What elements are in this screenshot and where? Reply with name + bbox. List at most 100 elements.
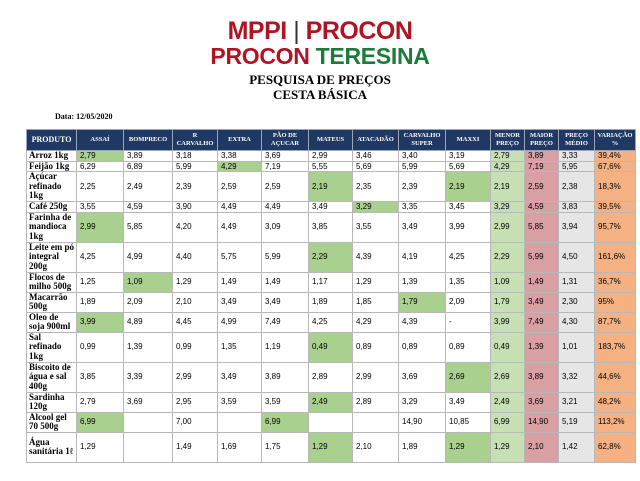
column-header: MENOR PREÇO bbox=[490, 129, 525, 151]
table-row: Açúcar refinado 1kg 2,25 2,49 2,39 2,59 2,59 2… bbox=[26, 171, 636, 202]
price-cell: 2,39 bbox=[398, 171, 446, 202]
price-cell: 0,89 bbox=[352, 331, 399, 363]
price-cell: 5,99 bbox=[398, 160, 446, 172]
price-cell: 2,95 bbox=[172, 391, 218, 413]
price-cell: 1,89 bbox=[308, 291, 353, 313]
price-cell: 3,49 bbox=[217, 291, 262, 313]
logo-procon-teresina: PROCON TERESINA bbox=[0, 44, 640, 68]
price-cell: 1,49 bbox=[524, 271, 559, 293]
table-row: Sal refinado 1kg 0,99 1,39 0,99 1,35 1,19 0,49… bbox=[26, 331, 636, 363]
price-cell: 1,17 bbox=[308, 271, 353, 293]
price-cell: 3,55 bbox=[76, 201, 124, 213]
price-cell: 2,19 bbox=[490, 171, 525, 202]
price-cell: 1,49 bbox=[217, 271, 262, 293]
product-name: Água sanitária 1ℓ bbox=[26, 431, 77, 463]
product-name: Biscoito de água e sal 400g bbox=[26, 361, 77, 393]
price-cell: 4,29 bbox=[490, 160, 525, 172]
price-cell: 3,49 bbox=[308, 201, 353, 213]
price-cell: 4,45 bbox=[172, 311, 218, 333]
price-cell: 1,79 bbox=[490, 291, 525, 313]
price-cell: 2,10 bbox=[172, 291, 218, 313]
product-name: Flocos de milho 500g bbox=[26, 271, 77, 293]
price-cell: 48,2% bbox=[594, 391, 636, 413]
price-cell: 5,85 bbox=[524, 211, 559, 243]
price-cell: 1,29 bbox=[76, 431, 124, 463]
price-cell: 1,85 bbox=[352, 291, 399, 313]
price-cell: 2,69 bbox=[490, 361, 525, 393]
price-cell: 6,29 bbox=[76, 160, 124, 172]
price-cell: 4,25 bbox=[76, 241, 124, 273]
price-cell: 4,50 bbox=[558, 241, 595, 273]
table-row: Feijão 1kg 6,29 6,89 5,99 4,29 7,19 5,55 5,69 5,… bbox=[26, 160, 636, 172]
price-cell: 3,90 bbox=[172, 201, 218, 213]
price-cell: 2,99 bbox=[172, 361, 218, 393]
price-cell: 7,49 bbox=[524, 311, 559, 333]
price-cell: 1,39 bbox=[524, 331, 559, 363]
price-cell: 2,69 bbox=[445, 361, 491, 393]
price-cell: 2,59 bbox=[261, 171, 309, 202]
price-cell: 1,69 bbox=[217, 431, 262, 463]
price-cell: 3,19 bbox=[445, 150, 491, 162]
price-cell: 1,49 bbox=[261, 271, 309, 293]
price-cell: 113,2% bbox=[594, 411, 636, 433]
price-cell: 1,09 bbox=[490, 271, 525, 293]
price-cell: 1,09 bbox=[123, 271, 173, 293]
price-cell: 7,49 bbox=[261, 311, 309, 333]
column-header: BOMPRECO bbox=[123, 129, 173, 151]
column-header: CARVALHO SUPER bbox=[398, 129, 446, 151]
price-cell: 2,59 bbox=[217, 171, 262, 202]
price-cell: 3,69 bbox=[123, 391, 173, 413]
column-header: MAIOR PREÇO bbox=[524, 129, 559, 151]
price-cell: 1,29 bbox=[352, 271, 399, 293]
price-cell: 10,85 bbox=[445, 411, 491, 433]
table-row: Água sanitária 1ℓ 1,29 1,49 1,69 1,75 1,29 2,1… bbox=[26, 431, 636, 463]
price-cell: 3,29 bbox=[352, 201, 399, 213]
price-cell: 0,99 bbox=[172, 331, 218, 363]
column-header: VARIAÇÃO % bbox=[594, 129, 636, 151]
price-cell: 14,90 bbox=[524, 411, 559, 433]
price-cell bbox=[352, 411, 399, 433]
price-cell: 1,39 bbox=[398, 271, 446, 293]
price-cell: 3,49 bbox=[398, 211, 446, 243]
price-cell: 5,99 bbox=[261, 241, 309, 273]
price-cell: 3,94 bbox=[558, 211, 595, 243]
price-cell: 4,49 bbox=[217, 211, 262, 243]
price-cell: 4,49 bbox=[217, 201, 262, 213]
price-cell: 2,19 bbox=[308, 171, 353, 202]
price-cell: 5,55 bbox=[308, 160, 353, 172]
column-header: MATEUS bbox=[308, 129, 353, 151]
price-cell: 3,89 bbox=[524, 150, 559, 162]
price-cell: 1,25 bbox=[76, 271, 124, 293]
price-cell: 4,89 bbox=[123, 311, 173, 333]
product-name: Farinha de mandioca 1kg bbox=[26, 211, 77, 243]
table-row: Leite em pó integral 200g 4,25 4,99 4,40 5,7… bbox=[26, 241, 636, 273]
table-row: Macarrão 500g 1,89 2,09 2,10 3,49 3,49 1,89 1,8… bbox=[26, 291, 636, 313]
column-header: EXTRA bbox=[217, 129, 262, 151]
price-cell: 2,25 bbox=[76, 171, 124, 202]
price-cell: 3,69 bbox=[261, 150, 309, 162]
price-cell: 3,85 bbox=[76, 361, 124, 393]
price-cell: 4,40 bbox=[172, 241, 218, 273]
product-name: Macarrão 500g bbox=[26, 291, 77, 313]
price-cell: 3,40 bbox=[398, 150, 446, 162]
price-cell: 2,09 bbox=[123, 291, 173, 313]
price-cell: 7,19 bbox=[524, 160, 559, 172]
price-cell: 4,39 bbox=[398, 311, 446, 333]
price-cell: 2,89 bbox=[352, 391, 399, 413]
price-cell: 1,19 bbox=[261, 331, 309, 363]
price-cell: 0,89 bbox=[445, 331, 491, 363]
column-header: PÃO DE AÇUCAR bbox=[261, 129, 309, 151]
price-cell: 1,29 bbox=[172, 271, 218, 293]
product-name: Açúcar refinado 1kg bbox=[26, 171, 77, 202]
price-cell: 2,49 bbox=[123, 171, 173, 202]
price-cell: 2,10 bbox=[524, 431, 559, 463]
price-cell: 3,32 bbox=[558, 361, 595, 393]
price-cell: 3,83 bbox=[558, 201, 595, 213]
table-header-row: PRODUTO ASSAÍ BOMPRECO R CARVALHO EXTRA PÃO D… bbox=[26, 129, 636, 151]
price-cell: 1,89 bbox=[398, 431, 446, 463]
logo-mppi-text: MPPI bbox=[227, 17, 288, 45]
price-cell: 3,18 bbox=[172, 150, 218, 162]
table-row: Biscoito de água e sal 400g 3,85 3,39 2,99 3… bbox=[26, 361, 636, 393]
price-cell: 3,89 bbox=[524, 361, 559, 393]
price-cell: 1,49 bbox=[172, 431, 218, 463]
